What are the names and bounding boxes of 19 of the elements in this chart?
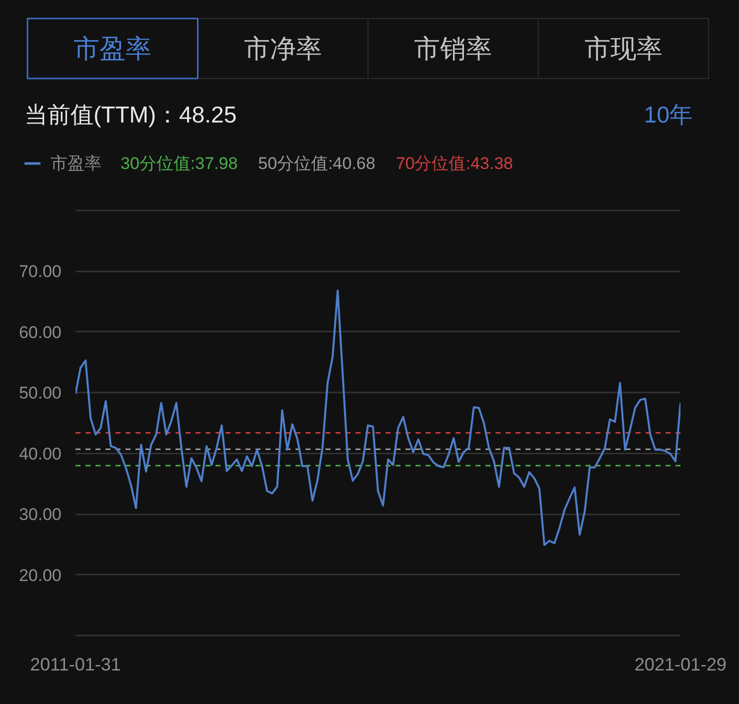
ref-line-label: 30分位值:37.98 <box>120 154 238 173</box>
text: 市盈率 <box>74 34 152 64</box>
legend-label: 市盈率 <box>50 154 102 173</box>
text: 市销率 <box>414 34 492 64</box>
y-tick-label: 50.00 <box>18 384 62 403</box>
y-tick-label: 40.00 <box>18 444 62 464</box>
ref-line-label: 70分位值:43.38 <box>396 154 514 173</box>
chart-subtitle: 当前值(TTM)：48.25 <box>24 102 237 128</box>
y-tick-label: 30.00 <box>18 505 62 524</box>
text: 市现率 <box>584 34 662 64</box>
y-tick-label: 70.00 <box>18 262 62 282</box>
ref-line-label: 50分位值:40.68 <box>258 154 376 173</box>
y-tick-label: 60.00 <box>18 322 62 342</box>
y-tick-label: 20.00 <box>18 566 62 585</box>
x-tick-label: 2021-01-29 <box>634 654 727 674</box>
text: 10年 <box>644 102 693 128</box>
text: 市净率 <box>244 34 322 64</box>
line-series <box>76 290 680 546</box>
x-tick-label: 2011-01-31 <box>30 654 121 674</box>
